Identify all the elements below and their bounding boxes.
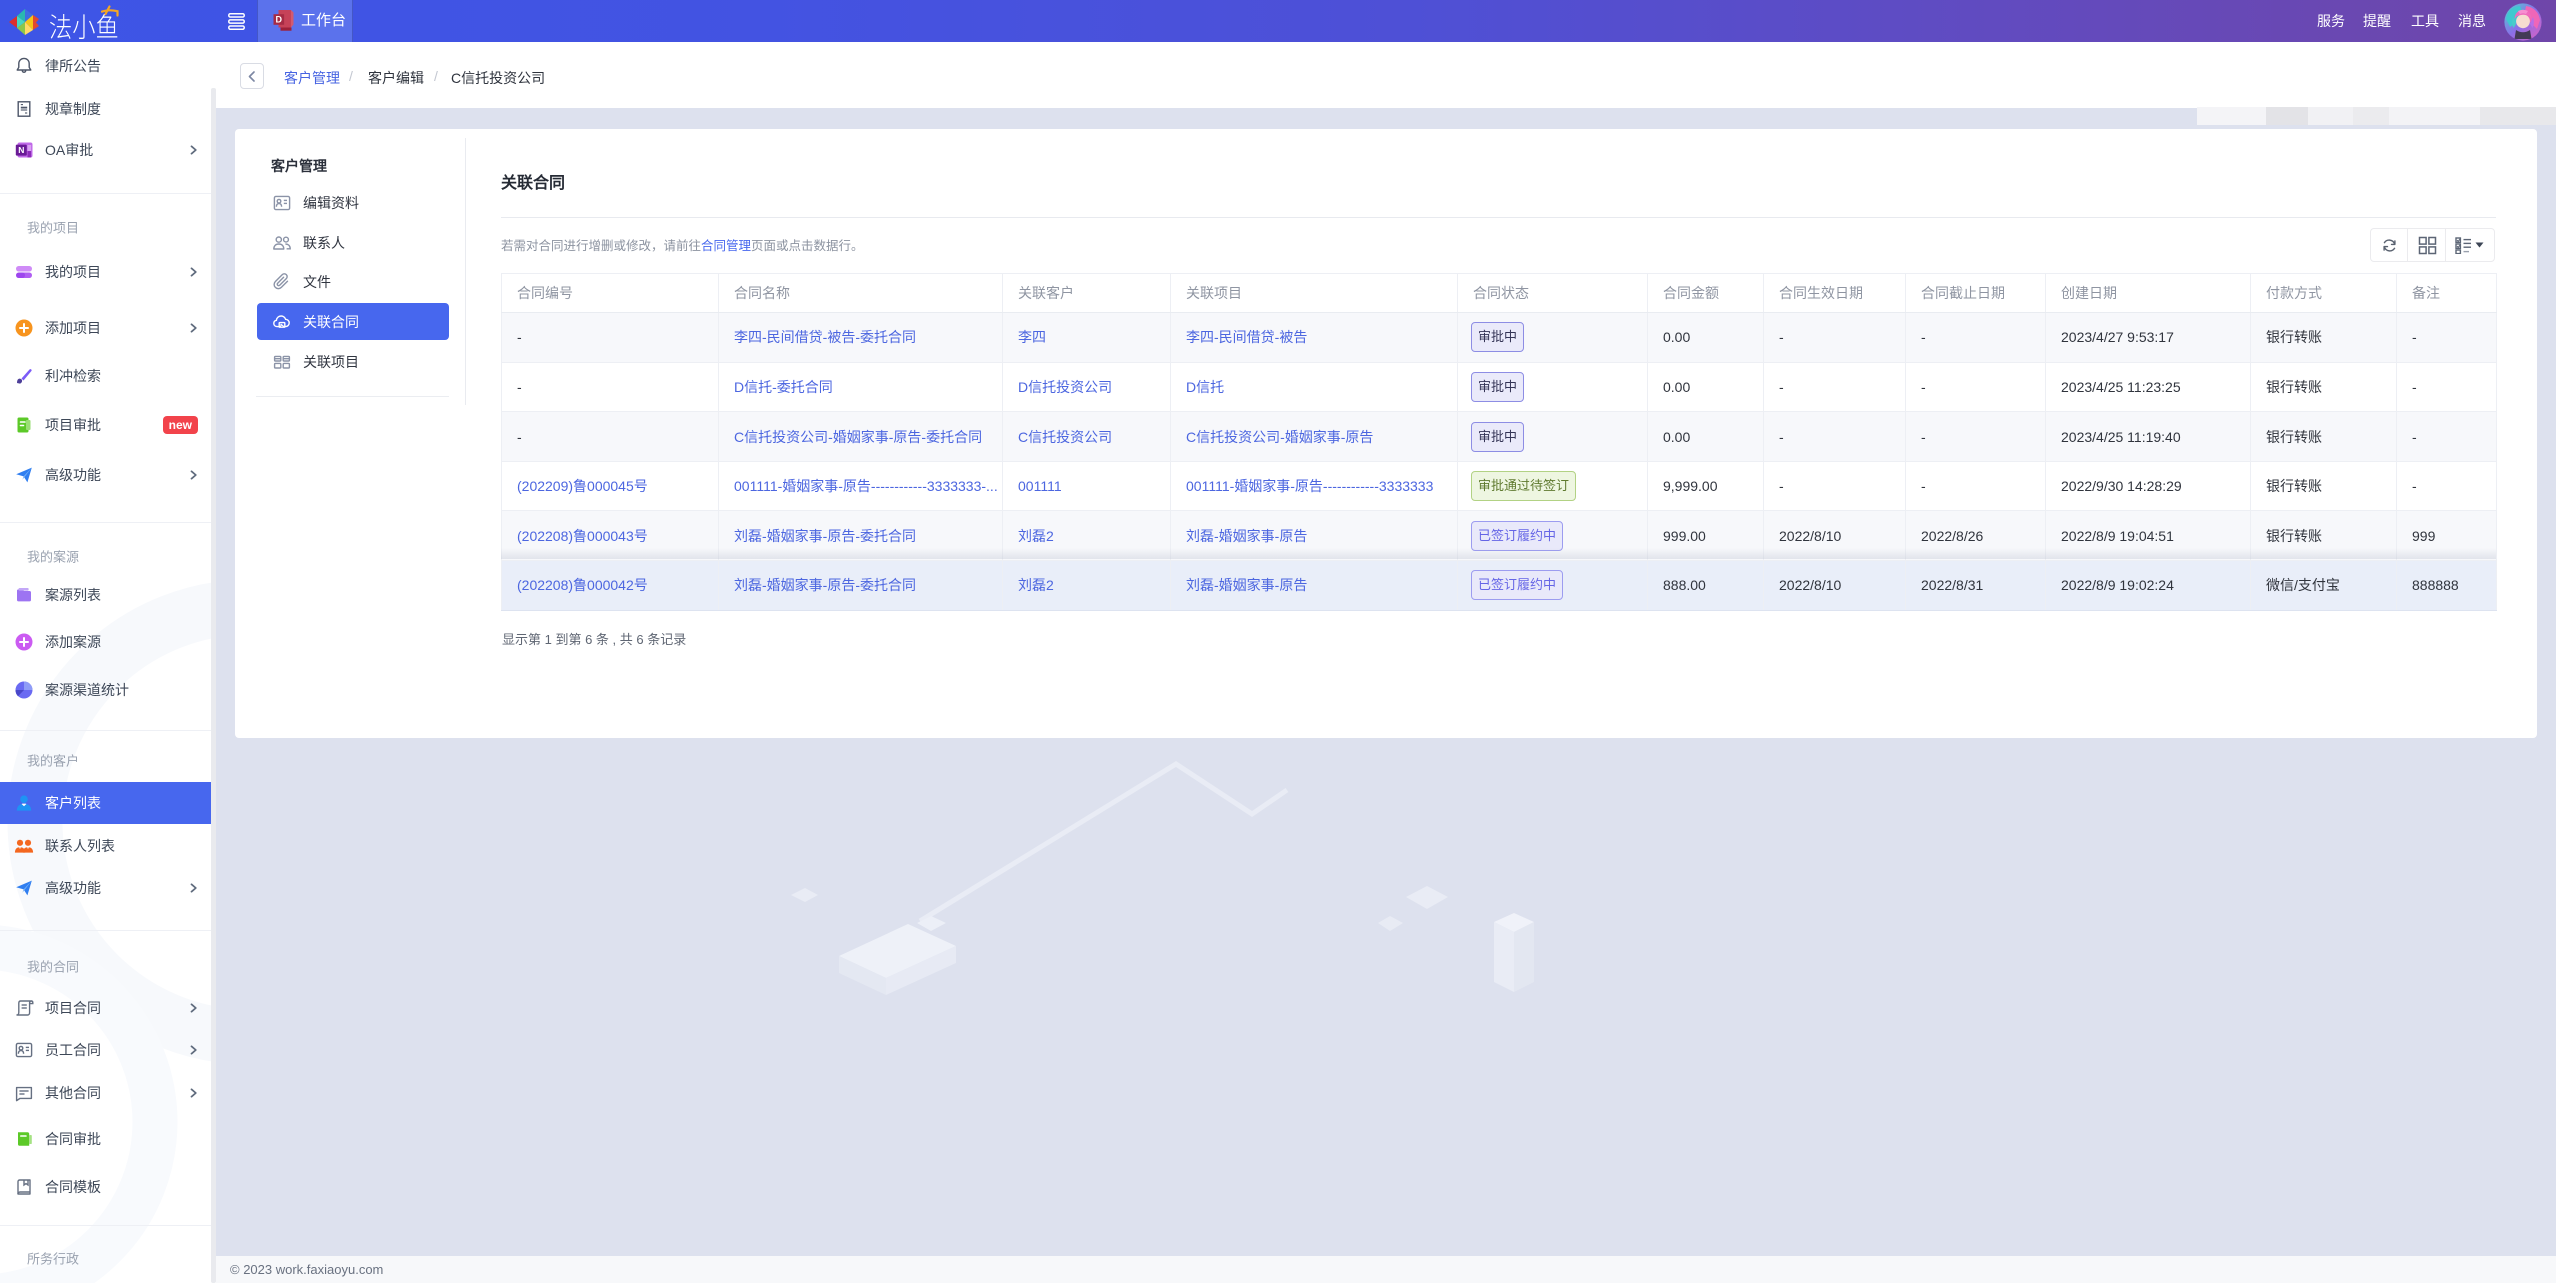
svg-text:D: D: [276, 15, 283, 25]
svg-text:N: N: [18, 144, 24, 154]
